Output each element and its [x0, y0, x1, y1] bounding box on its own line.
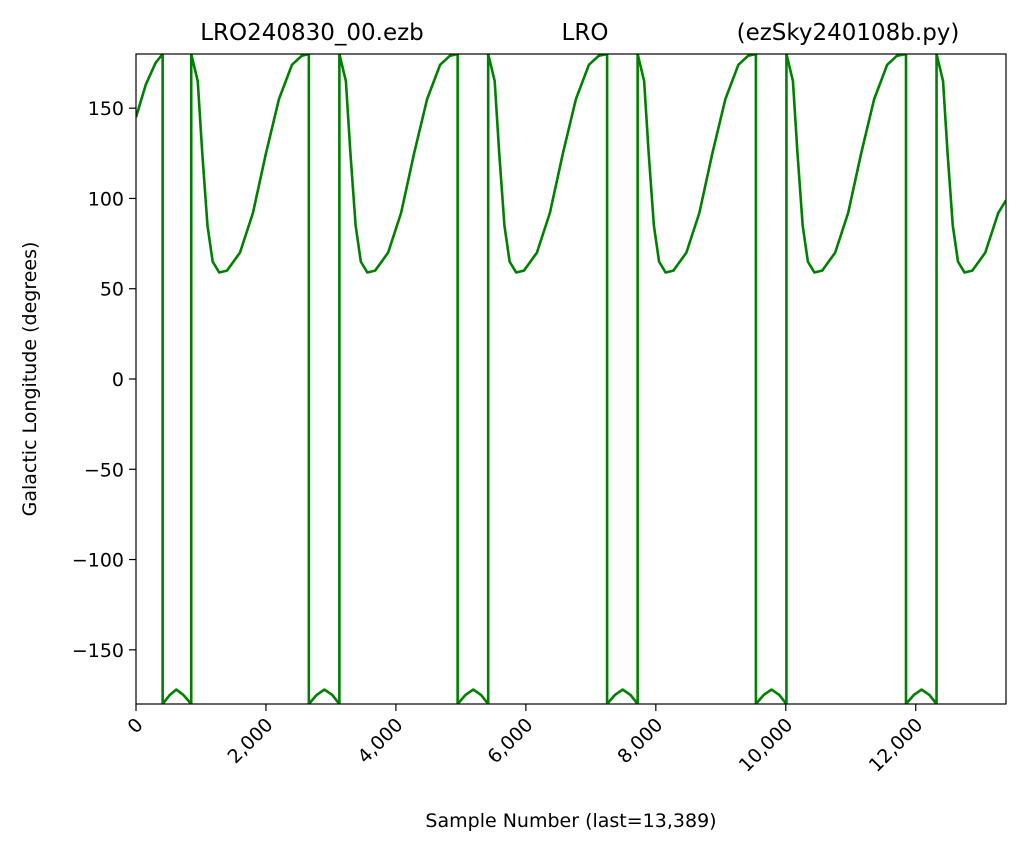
y-tick-label: −150 [72, 640, 124, 662]
chart-title-station: LRO [562, 20, 609, 46]
chart-title-program: (ezSky240108b.py) [737, 20, 960, 46]
y-tick-label: −100 [72, 550, 124, 572]
y-axis-label: Galactic Longitude (degrees) [19, 242, 41, 517]
y-axis-ticks: 150 100 50 0 −50 −100 −150 [72, 98, 136, 662]
chart-title-file: LRO240830_00.ezb [200, 20, 424, 46]
y-tick-label: 100 [88, 188, 124, 210]
y-tick-label: 50 [100, 279, 124, 301]
y-tick-label: 150 [88, 98, 124, 120]
x-axis-label: Sample Number (last=13,389) [425, 810, 716, 832]
series-line [136, 54, 1006, 704]
y-tick-label: 0 [112, 369, 124, 391]
y-tick-label: −50 [84, 459, 124, 481]
